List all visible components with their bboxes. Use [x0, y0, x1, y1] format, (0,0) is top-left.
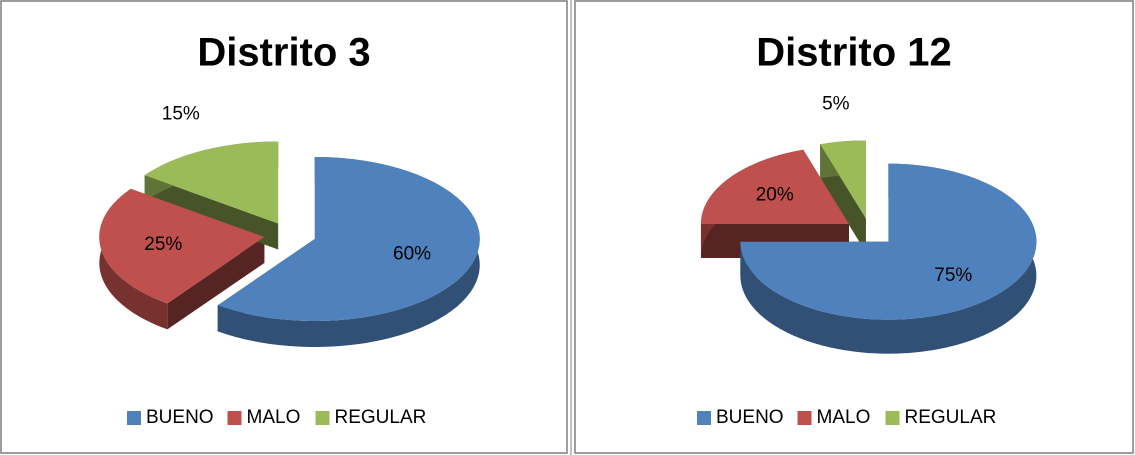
data-label: 25%	[144, 234, 182, 255]
data-label: 20%	[756, 185, 794, 206]
slice-top	[740, 163, 1037, 320]
legend-swatch	[697, 411, 711, 425]
slice-top	[820, 140, 866, 219]
pie-group	[700, 140, 1037, 354]
legend-swatch	[797, 411, 812, 425]
chart-title: Distrito 12	[756, 31, 952, 75]
data-label: 15%	[162, 104, 200, 125]
legend-label: REGULAR	[335, 407, 427, 428]
data-label: 5%	[822, 93, 850, 114]
legend-label: MALO	[817, 407, 871, 428]
legend-swatch	[227, 411, 242, 425]
data-label: 75%	[934, 265, 972, 286]
pie-group	[99, 141, 480, 347]
legend-swatch	[885, 411, 900, 425]
legend-swatch	[315, 411, 330, 425]
slice-side	[217, 156, 480, 347]
legend-label: REGULAR	[905, 407, 997, 428]
slice-top	[99, 188, 265, 304]
slice-top	[700, 149, 849, 224]
legend-label: MALO	[247, 407, 301, 428]
chart-title: Distrito 3	[197, 31, 370, 75]
slice-radial-side	[167, 237, 265, 330]
slice-top	[144, 141, 279, 224]
data-label: 60%	[393, 244, 431, 265]
slice-top	[217, 156, 480, 321]
legend-label: BUENO	[146, 407, 214, 428]
legend-label: BUENO	[716, 407, 784, 428]
legend-swatch	[127, 411, 141, 425]
